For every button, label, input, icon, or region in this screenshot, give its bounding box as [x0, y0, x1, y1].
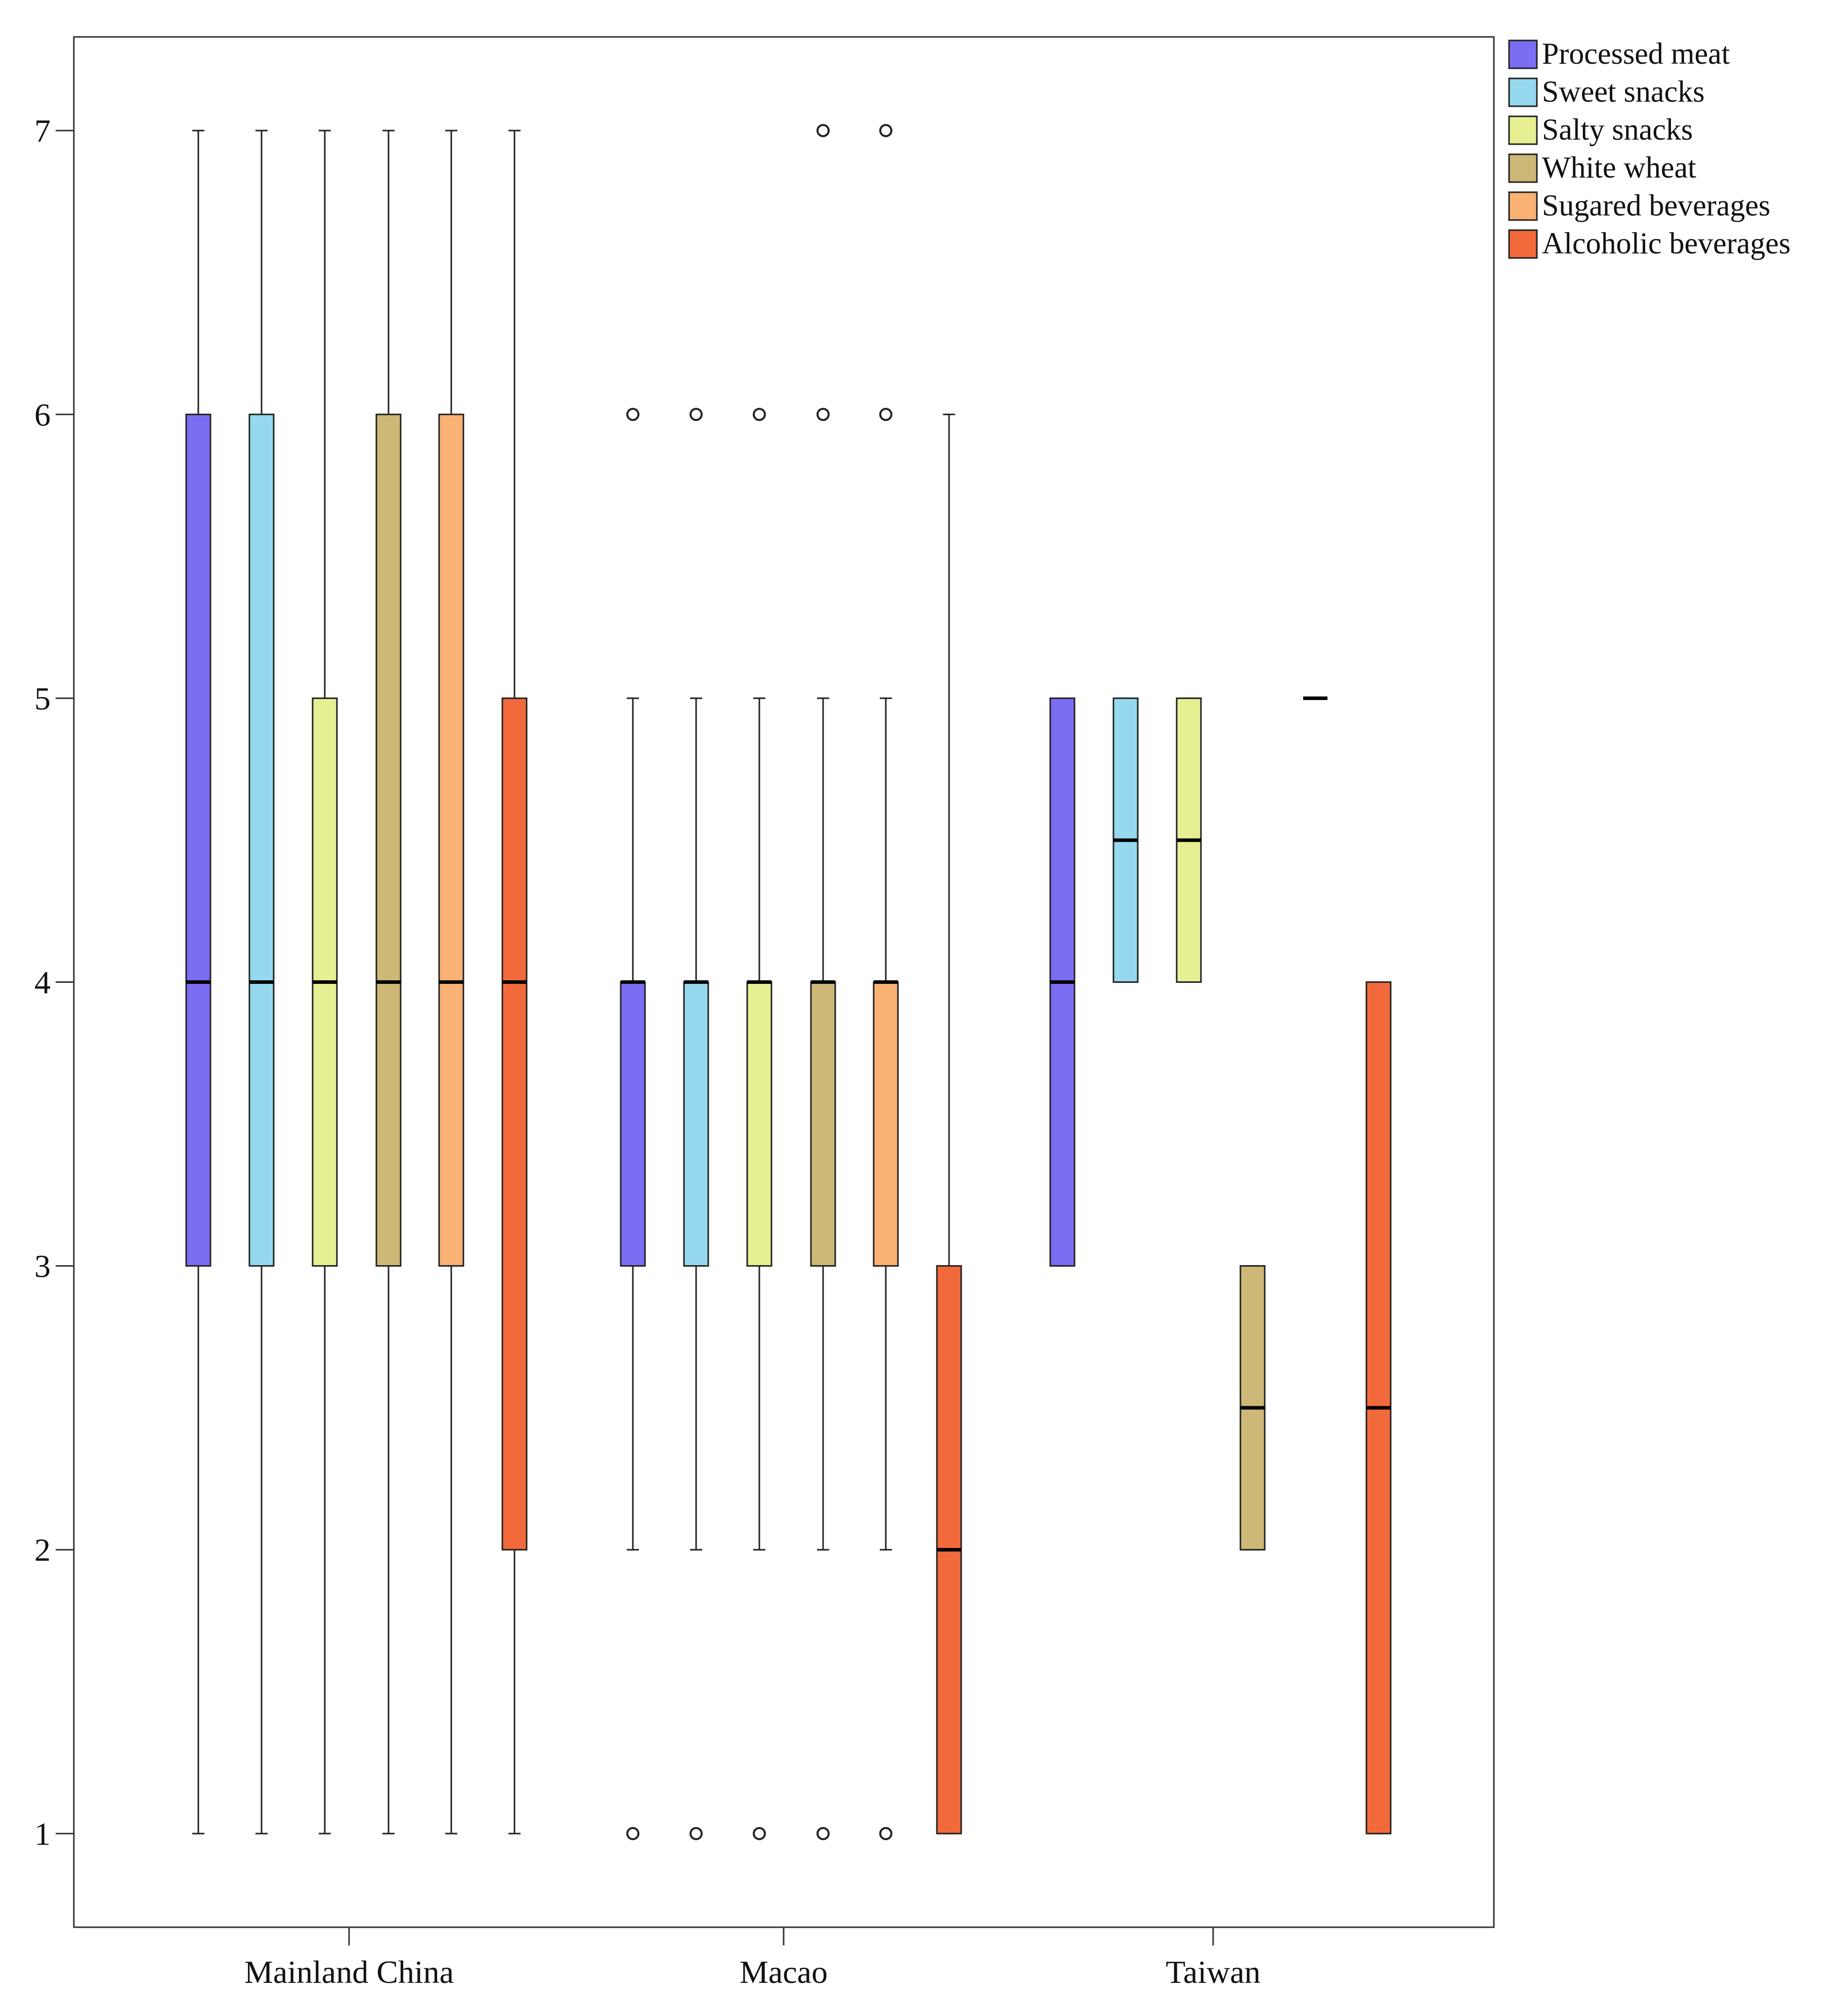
box-iqr-white-wheat-macao	[811, 982, 835, 1266]
outlier-sweet-snacks-macao-1	[691, 1828, 702, 1839]
legend-swatch-processed-meat	[1509, 40, 1537, 68]
legend-item-alcoholic-beverages: Alcoholic beverages	[1509, 227, 1790, 260]
box-sweet-snacks-macao	[684, 409, 708, 1839]
y-tick-label-3: 3	[34, 1248, 51, 1284]
box-salty-snacks-macao	[747, 409, 771, 1839]
outlier-white-wheat-macao-6	[818, 409, 829, 420]
x-tick-label-mainland-china: Mainland China	[244, 1954, 454, 1990]
box-plot-chart: 1 2 3 4 5 6 7 Mainland China Macao Taiwan Process…	[0, 0, 1848, 1991]
box-sweet-snacks-taiwan	[1113, 698, 1138, 982]
box-iqr-salty-snacks-macao	[747, 982, 771, 1266]
box-sugared-beverages-mainland-china	[439, 131, 463, 1834]
box-iqr-sugared-beverages-mainland-china	[439, 414, 463, 1266]
legend-item-sugared-beverages: Sugared beverages	[1509, 189, 1770, 222]
x-tick-label-taiwan: Taiwan	[1166, 1954, 1260, 1990]
box-salty-snacks-taiwan	[1177, 698, 1201, 982]
outlier-white-wheat-macao-7	[818, 125, 829, 136]
box-iqr-sweet-snacks-mainland-china	[249, 414, 274, 1266]
plot-frame	[74, 37, 1494, 1927]
box-sweet-snacks-mainland-china	[249, 131, 274, 1834]
box-salty-snacks-mainland-china	[313, 131, 337, 1834]
box-white-wheat-mainland-china	[376, 131, 401, 1834]
y-tick-label-6: 6	[34, 397, 51, 432]
box-iqr-white-wheat-mainland-china	[376, 414, 401, 1266]
box-processed-meat-taiwan	[1050, 698, 1075, 1266]
outlier-sugared-beverages-macao-1	[880, 1828, 891, 1839]
legend: Processed meat Sweet snacks Salty snacks Wh…	[1509, 37, 1790, 260]
legend-swatch-sugared-beverages	[1509, 192, 1537, 220]
legend-swatch-alcoholic-beverages	[1509, 230, 1537, 258]
outlier-processed-meat-macao-1	[627, 1828, 638, 1839]
outlier-salty-snacks-macao-6	[754, 409, 765, 420]
y-tick-label-7: 7	[34, 113, 51, 149]
box-white-wheat-taiwan	[1240, 1266, 1265, 1550]
legend-swatch-sweet-snacks	[1509, 78, 1537, 106]
box-iqr-processed-meat-mainland-china	[186, 414, 210, 1266]
box-white-wheat-macao	[811, 125, 835, 1839]
outlier-salty-snacks-macao-1	[754, 1828, 765, 1839]
chart-canvas: 1 2 3 4 5 6 7 Mainland China Macao Taiwan Process…	[0, 0, 1848, 1991]
box-iqr-sugared-beverages-macao	[874, 982, 898, 1266]
box-iqr-sweet-snacks-macao	[684, 982, 708, 1266]
box-processed-meat-mainland-china	[186, 131, 210, 1834]
outlier-sweet-snacks-macao-6	[691, 409, 702, 420]
box-alcoholic-beverages-taiwan	[1366, 982, 1391, 1834]
legend-item-white-wheat: White wheat	[1509, 151, 1696, 184]
box-alcoholic-beverages-mainland-china	[502, 131, 527, 1834]
legend-item-processed-meat: Processed meat	[1509, 37, 1730, 70]
outlier-sugared-beverages-macao-6	[880, 409, 891, 420]
y-tick-label-2: 2	[34, 1532, 51, 1568]
legend-swatch-white-wheat	[1509, 154, 1537, 182]
outlier-sugared-beverages-macao-7	[880, 125, 891, 136]
box-iqr-alcoholic-beverages-mainland-china	[502, 698, 527, 1549]
x-tick-label-macao: Macao	[740, 1954, 828, 1990]
box-processed-meat-macao	[621, 409, 645, 1839]
legend-item-sweet-snacks: Sweet snacks	[1509, 75, 1705, 108]
outlier-white-wheat-macao-1	[818, 1828, 829, 1839]
legend-label-processed-meat: Processed meat	[1542, 37, 1730, 70]
legend-label-alcoholic-beverages: Alcoholic beverages	[1542, 227, 1790, 260]
box-iqr-processed-meat-macao	[621, 982, 645, 1266]
outlier-processed-meat-macao-6	[627, 409, 638, 420]
legend-label-salty-snacks: Salty snacks	[1542, 113, 1693, 146]
legend-label-sugared-beverages: Sugared beverages	[1542, 189, 1770, 222]
legend-label-white-wheat: White wheat	[1542, 151, 1696, 184]
plot-area-layer	[186, 125, 1391, 1839]
y-tick-label-1: 1	[34, 1816, 51, 1852]
legend-swatch-salty-snacks	[1509, 116, 1537, 144]
legend-label-sweet-snacks: Sweet snacks	[1542, 75, 1705, 108]
legend-item-salty-snacks: Salty snacks	[1509, 113, 1693, 146]
box-alcoholic-beverages-macao	[937, 414, 961, 1834]
box-sugared-beverages-macao	[874, 125, 898, 1839]
y-tick-label-4: 4	[34, 965, 51, 1001]
y-tick-label-5: 5	[34, 680, 51, 716]
